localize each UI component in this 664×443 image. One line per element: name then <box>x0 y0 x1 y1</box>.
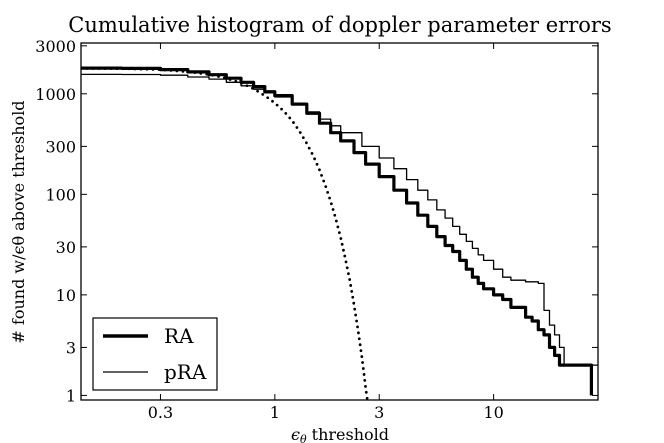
x-tick-label: 3 <box>374 403 384 422</box>
legend-label-pra: pRA <box>164 360 207 384</box>
y-axis-label: # found w/ϵθ above threshold <box>9 100 28 343</box>
y-tick-label: 100 <box>45 185 76 204</box>
legend: RA pRA <box>92 317 218 391</box>
axis-ticks: 0.3 1 3 10 1 3 10 30 100 300 1000 3000 <box>35 37 598 422</box>
legend-box <box>92 317 218 391</box>
x-tick-label: 1 <box>270 403 280 422</box>
plot-frame <box>80 42 599 401</box>
y-tick-label: 10 <box>56 286 76 305</box>
series-line-dotted <box>81 67 369 400</box>
x-tick-label: 0.3 <box>148 403 173 422</box>
x-axis-label-symbol: ϵ <box>291 425 300 443</box>
x-axis-label-text: threshold <box>307 425 389 443</box>
legend-label-ra: RA <box>164 324 194 348</box>
x-axis-label-subscript: θ <box>300 433 307 443</box>
y-tick-label: 3 <box>66 338 76 357</box>
series-line-pra <box>81 73 598 366</box>
x-axis-label: ϵθ threshold <box>291 425 389 443</box>
x-tick-label: 10 <box>483 403 503 422</box>
y-tick-label: 300 <box>45 137 76 156</box>
plot-lines <box>81 66 598 400</box>
y-tick-label: 30 <box>56 238 76 257</box>
y-tick-label: 3000 <box>35 37 76 56</box>
chart-title: Cumulative histogram of doppler paramete… <box>68 13 611 37</box>
y-tick-label: 1 <box>66 386 76 405</box>
y-tick-label: 1000 <box>35 85 76 104</box>
